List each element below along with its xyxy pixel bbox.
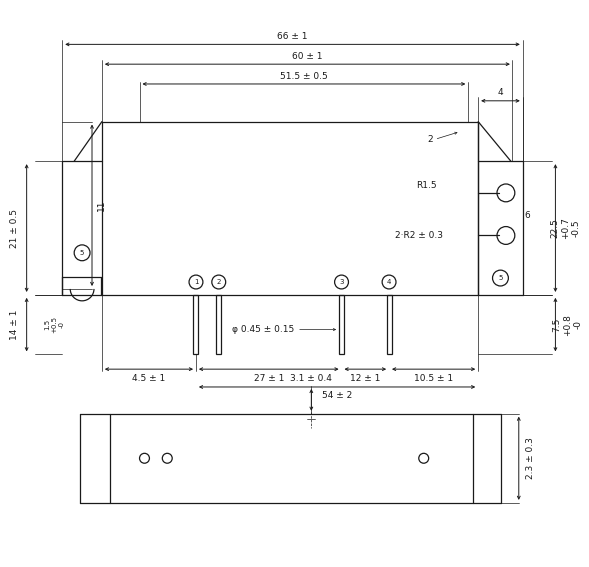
Bar [216, 295, 221, 354]
Text: 12 ± 1: 12 ± 1 [350, 374, 380, 383]
Text: 27 ± 1: 27 ± 1 [254, 374, 284, 383]
Text: 2: 2 [217, 279, 221, 285]
Bar [110, 414, 473, 503]
Text: 21 ± 0.5: 21 ± 0.5 [10, 209, 19, 248]
Text: 5: 5 [498, 275, 502, 281]
Bar [339, 295, 344, 354]
Text: 1.5
+0.5
-0: 1.5 +0.5 -0 [44, 316, 64, 333]
Text: 4: 4 [387, 279, 391, 285]
Text: 2.3 ± 0.3: 2.3 ± 0.3 [526, 437, 535, 479]
Text: 3.1 ± 0.4: 3.1 ± 0.4 [290, 374, 332, 383]
Text: 7.5
+0.8
-0: 7.5 +0.8 -0 [552, 314, 582, 336]
Text: 66 ± 1: 66 ± 1 [277, 32, 308, 41]
Text: 14 ± 1: 14 ± 1 [10, 310, 19, 340]
Text: 2: 2 [428, 135, 434, 144]
Text: 6: 6 [525, 211, 531, 220]
Bar [386, 295, 392, 354]
Text: 2·R2 ± 0.3: 2·R2 ± 0.3 [395, 231, 443, 240]
Text: 4.5 ± 1: 4.5 ± 1 [133, 374, 166, 383]
Text: 22.5
+0.7
-0.5: 22.5 +0.7 -0.5 [550, 217, 580, 239]
Text: 3: 3 [339, 279, 344, 285]
Text: 60 ± 1: 60 ± 1 [292, 52, 323, 61]
Text: R1.5: R1.5 [416, 181, 437, 191]
Text: φ 0.45 ± 0.15: φ 0.45 ± 0.15 [232, 325, 294, 334]
Text: 51.5 ± 0.5: 51.5 ± 0.5 [280, 71, 328, 81]
Text: 5: 5 [80, 250, 84, 256]
Text: 1: 1 [194, 279, 198, 285]
Bar [194, 295, 198, 354]
Text: 54 ± 2: 54 ± 2 [322, 391, 352, 400]
Text: 4: 4 [498, 88, 503, 98]
Text: 11: 11 [97, 200, 107, 211]
Text: 10.5 ± 1: 10.5 ± 1 [414, 374, 453, 383]
